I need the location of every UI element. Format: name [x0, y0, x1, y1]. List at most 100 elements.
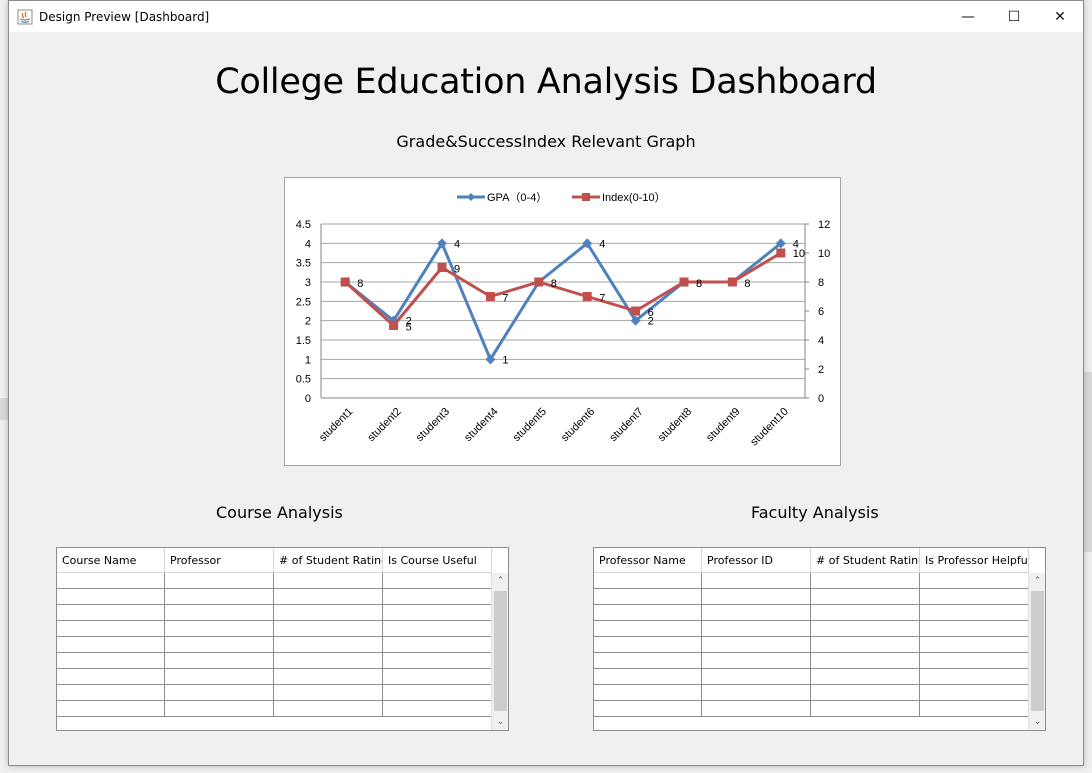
table-cell[interactable]: [165, 589, 274, 605]
table-row[interactable]: [594, 589, 1029, 605]
table-cell[interactable]: [165, 621, 274, 637]
table-cell[interactable]: [702, 637, 811, 653]
table-cell[interactable]: [920, 685, 1029, 701]
table-cell[interactable]: [702, 701, 811, 717]
table-cell[interactable]: [165, 685, 274, 701]
table-row[interactable]: [57, 589, 492, 605]
table-cell[interactable]: [383, 701, 492, 717]
table-cell[interactable]: [165, 573, 274, 589]
scroll-down-icon[interactable]: ⌄: [496, 717, 505, 727]
table-cell[interactable]: [594, 653, 702, 669]
table-cell[interactable]: [811, 637, 920, 653]
table-cell[interactable]: [383, 685, 492, 701]
table-row[interactable]: [594, 669, 1029, 685]
table-cell[interactable]: [594, 669, 702, 685]
table-cell[interactable]: [274, 605, 383, 621]
table-row[interactable]: [57, 701, 492, 717]
table-row[interactable]: [57, 653, 492, 669]
minimize-button[interactable]: —: [945, 1, 991, 32]
table-cell[interactable]: [920, 653, 1029, 669]
column-header-professor-name[interactable]: Professor Name: [594, 548, 702, 573]
close-button[interactable]: ✕: [1037, 1, 1083, 32]
table-cell[interactable]: [811, 605, 920, 621]
table-row[interactable]: [57, 573, 492, 589]
scroll-down-icon[interactable]: ⌄: [1033, 717, 1042, 727]
table-row[interactable]: [594, 605, 1029, 621]
table-cell[interactable]: [274, 685, 383, 701]
table-cell[interactable]: [165, 701, 274, 717]
faculty-analysis-table[interactable]: Professor Name Professor ID # of Student…: [593, 547, 1046, 731]
table-cell[interactable]: [594, 685, 702, 701]
table-cell[interactable]: [57, 605, 165, 621]
table-row[interactable]: [57, 605, 492, 621]
table-cell[interactable]: [811, 621, 920, 637]
table-cell[interactable]: [920, 621, 1029, 637]
scroll-up-icon[interactable]: ⌃: [496, 576, 505, 586]
column-header-student-rating[interactable]: # of Student Rating: [811, 548, 920, 573]
table-cell[interactable]: [383, 653, 492, 669]
table-cell[interactable]: [811, 669, 920, 685]
table-row[interactable]: [594, 685, 1029, 701]
table-cell[interactable]: [383, 669, 492, 685]
table-cell[interactable]: [594, 637, 702, 653]
scroll-thumb[interactable]: [1031, 591, 1044, 711]
table-cell[interactable]: [165, 653, 274, 669]
table-cell[interactable]: [920, 701, 1029, 717]
title-bar[interactable]: Design Preview [Dashboard] — ☐ ✕: [9, 1, 1083, 32]
table-row[interactable]: [594, 621, 1029, 637]
column-header-professor[interactable]: Professor: [165, 548, 274, 573]
course-analysis-table[interactable]: Course Name Professor # of Student Ratin…: [56, 547, 509, 731]
table-row[interactable]: [594, 653, 1029, 669]
table-cell[interactable]: [811, 589, 920, 605]
table-row[interactable]: [594, 573, 1029, 589]
table-cell[interactable]: [920, 669, 1029, 685]
table-cell[interactable]: [594, 701, 702, 717]
scroll-thumb[interactable]: [494, 591, 507, 711]
table-cell[interactable]: [702, 605, 811, 621]
table-cell[interactable]: [702, 669, 811, 685]
table-cell[interactable]: [811, 701, 920, 717]
column-header-course-useful[interactable]: Is Course Useful: [383, 548, 492, 573]
table-cell[interactable]: [920, 589, 1029, 605]
table-row[interactable]: [57, 669, 492, 685]
table-cell[interactable]: [165, 669, 274, 685]
table-cell[interactable]: [702, 685, 811, 701]
table-cell[interactable]: [383, 621, 492, 637]
table-cell[interactable]: [274, 669, 383, 685]
table-row[interactable]: [57, 637, 492, 653]
table-cell[interactable]: [57, 573, 165, 589]
table-cell[interactable]: [594, 621, 702, 637]
table-cell[interactable]: [702, 653, 811, 669]
table-cell[interactable]: [383, 637, 492, 653]
table-cell[interactable]: [274, 637, 383, 653]
table-cell[interactable]: [920, 573, 1029, 589]
table-cell[interactable]: [920, 605, 1029, 621]
table-row[interactable]: [594, 637, 1029, 653]
table-cell[interactable]: [811, 653, 920, 669]
column-header-course-name[interactable]: Course Name: [57, 548, 165, 573]
table-cell[interactable]: [274, 653, 383, 669]
table-cell[interactable]: [165, 605, 274, 621]
table-cell[interactable]: [57, 621, 165, 637]
table-cell[interactable]: [57, 637, 165, 653]
table-cell[interactable]: [702, 573, 811, 589]
table-cell[interactable]: [57, 685, 165, 701]
table-cell[interactable]: [383, 605, 492, 621]
table-cell[interactable]: [594, 605, 702, 621]
table-row[interactable]: [594, 701, 1029, 717]
table-cell[interactable]: [274, 573, 383, 589]
table-cell[interactable]: [594, 573, 702, 589]
table-row[interactable]: [57, 685, 492, 701]
table-cell[interactable]: [594, 589, 702, 605]
table-cell[interactable]: [274, 701, 383, 717]
table-cell[interactable]: [702, 621, 811, 637]
table-cell[interactable]: [811, 573, 920, 589]
maximize-button[interactable]: ☐: [991, 1, 1037, 32]
faculty-table-scrollbar[interactable]: ⌃ ⌄: [1028, 573, 1045, 730]
table-cell[interactable]: [920, 637, 1029, 653]
column-header-professor-helpful[interactable]: Is Professor Helpful: [920, 548, 1029, 573]
table-cell[interactable]: [57, 669, 165, 685]
table-cell[interactable]: [274, 621, 383, 637]
table-row[interactable]: [57, 621, 492, 637]
table-cell[interactable]: [811, 685, 920, 701]
